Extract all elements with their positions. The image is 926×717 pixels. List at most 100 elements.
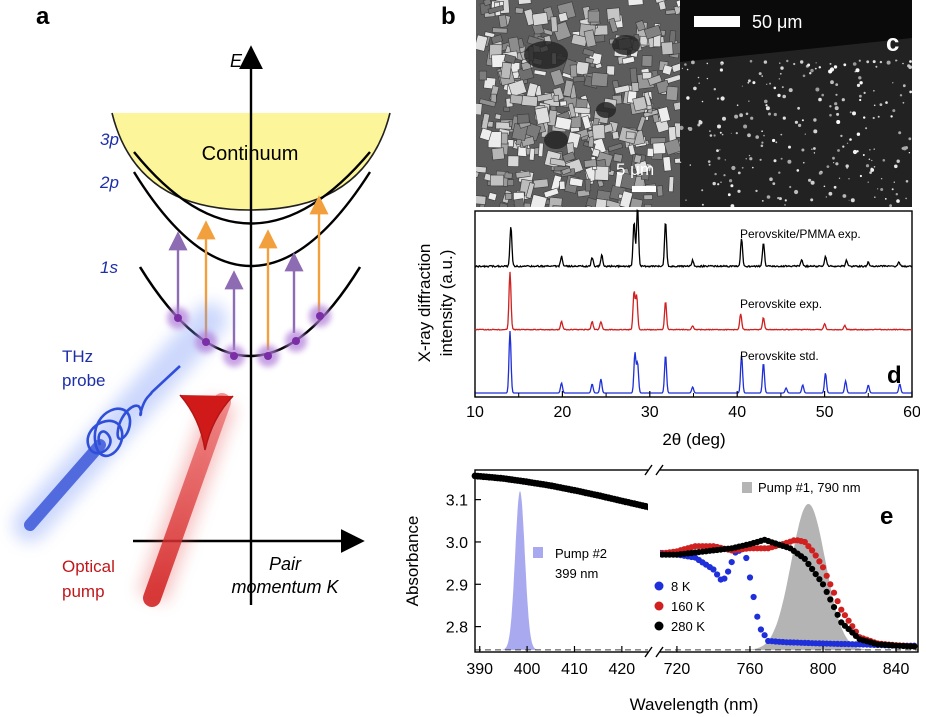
thz-label-line1: THz	[62, 347, 93, 366]
abs-xtick-label: 800	[810, 661, 837, 678]
panel-label-a: a	[36, 3, 50, 30]
abs-point-series-2	[827, 581, 834, 588]
pump2-spectrum	[475, 491, 655, 650]
thz-probe-beam	[13, 303, 227, 542]
xrd-xtick-label: 30	[641, 404, 659, 421]
abs-point-series-3	[801, 555, 808, 562]
panel-label-d: d	[887, 362, 902, 389]
level-1s-label: 1s	[100, 258, 118, 277]
legend-160k: 160 K	[671, 599, 705, 614]
abs-point-series-3	[805, 560, 812, 568]
axis-break-gap	[648, 462, 660, 662]
xrd-xtick-label: 10	[466, 404, 484, 421]
xrd-xtick-label: 40	[728, 404, 746, 421]
abs-point-series-3	[830, 604, 838, 611]
abs-point-series-2	[812, 552, 819, 559]
abs-xtick-label: 760	[737, 661, 764, 678]
pump1-spectrum	[713, 503, 915, 650]
thz-label-line2: probe	[62, 371, 105, 390]
abs-xtick-label: 390	[466, 661, 493, 678]
xrd-xlabel: 2θ (deg)	[662, 430, 725, 449]
abs-point-series-3	[812, 571, 819, 578]
optical-pump-beam	[137, 393, 237, 607]
level-2p-label: 2p	[99, 173, 119, 192]
xrd-series-2	[474, 271, 913, 331]
abs-point-series-2	[801, 538, 808, 546]
legend-marker-280k	[654, 621, 664, 631]
abs-ytick-label: 3.1	[446, 493, 468, 510]
xrd-chart: 10 20 30 40 50 60 Perovskite/PMMA exp. Perovs…	[415, 209, 920, 449]
energy-axis-label: E	[230, 51, 243, 71]
sem-b-texture	[476, 0, 680, 207]
abs-point-series-2	[834, 598, 841, 605]
abs-point-series-1	[757, 626, 764, 633]
abs-point-series-2	[845, 617, 852, 624]
abs-point-series-1	[746, 574, 754, 581]
abs-frame-left	[474, 469, 656, 653]
abs-point-series-2	[830, 589, 838, 596]
abs-point-series-3	[809, 565, 816, 573]
abs-point-series-3	[816, 576, 823, 583]
scale-label-b: 5 μm	[616, 160, 655, 179]
scale-bar-c	[694, 16, 740, 27]
abs-xtick-label: 410	[561, 661, 588, 678]
momentum-label-line2: momentum K	[231, 577, 339, 597]
abs-point-series-1	[761, 632, 768, 639]
abs-xlabel: Wavelength (nm)	[630, 695, 759, 714]
pump2-legend-swatch	[533, 547, 543, 558]
sem-image-c: 50 μm	[680, 0, 912, 207]
abs-point-series-1	[728, 559, 735, 566]
abs-point-series-1	[743, 554, 750, 562]
legend-marker-160k	[654, 601, 664, 611]
abs-point-series-2	[816, 558, 823, 565]
pump1-legend-swatch	[742, 482, 752, 493]
axis-break-marks	[644, 464, 664, 658]
xrd-ylabel-line1: X-ray diffraction	[415, 244, 434, 363]
sem-c-texture	[680, 0, 912, 207]
panel-label-b: b	[441, 3, 456, 30]
xrd-xtick-label: 20	[554, 404, 572, 421]
scale-bar-b	[632, 186, 656, 192]
abs-ytick-label: 3.0	[446, 535, 468, 552]
panel-label-c: c	[886, 30, 900, 57]
abs-point-series-2	[809, 547, 816, 554]
abs-point-series-1	[754, 613, 761, 620]
abs-xtick-label: 420	[608, 661, 635, 678]
xrd-legend-pmma: Perovskite/PMMA exp.	[740, 227, 861, 241]
xrd-legend-std: Perovskite std.	[740, 349, 819, 363]
absorbance-chart: 2.8 2.9 3.0 3.1 390 400 410 420 720 760 800 840 Pum…	[403, 462, 919, 714]
legend-marker-8k	[654, 581, 664, 591]
xrd-series-3	[475, 330, 912, 394]
temperature-legend: 8 K 160 K 280 K	[654, 579, 705, 634]
momentum-label-line1: Pair	[269, 554, 302, 574]
abs-point-series-3	[911, 643, 918, 650]
optical-label-line2: pump	[62, 582, 105, 601]
pump2-label-line1: Pump #2	[555, 546, 607, 561]
level-3p-label: 3p	[100, 130, 119, 149]
abs-point-series-2	[805, 543, 812, 550]
abs-xtick-label: 400	[514, 661, 541, 678]
legend-8k: 8 K	[671, 579, 691, 594]
abs-ytick-label: 2.9	[446, 577, 468, 594]
pump2-label-line2: 399 nm	[555, 566, 598, 581]
pump1-label: Pump #1, 790 nm	[758, 480, 861, 495]
abs-point-series-3	[819, 581, 827, 588]
exciton-dots	[167, 305, 331, 367]
abs-ytick-label: 2.8	[446, 620, 468, 637]
abs-point-series-2	[823, 572, 830, 579]
abs-ylabel: Absorbance	[403, 516, 422, 607]
xrd-xtick-label: 50	[816, 404, 834, 421]
abs-point-series-1	[714, 571, 721, 578]
optical-label-line1: Optical	[62, 557, 115, 576]
scale-label-c: 50 μm	[752, 12, 803, 32]
abs-point-series-1	[721, 575, 728, 582]
abs-point-series-1	[750, 593, 757, 601]
continuum-label: Continuum	[202, 143, 299, 165]
abs-point-series-3	[823, 588, 830, 595]
exciton-diagram: E Continuum 3p 2p 1s THz probe Optical p…	[13, 45, 391, 607]
abs-point-series-2	[841, 612, 848, 619]
abs-point-series-1	[725, 568, 732, 575]
legend-280k: 280 K	[671, 619, 705, 634]
sem-image-b: 5 μm	[476, 0, 680, 207]
xrd-series-1	[474, 209, 913, 269]
